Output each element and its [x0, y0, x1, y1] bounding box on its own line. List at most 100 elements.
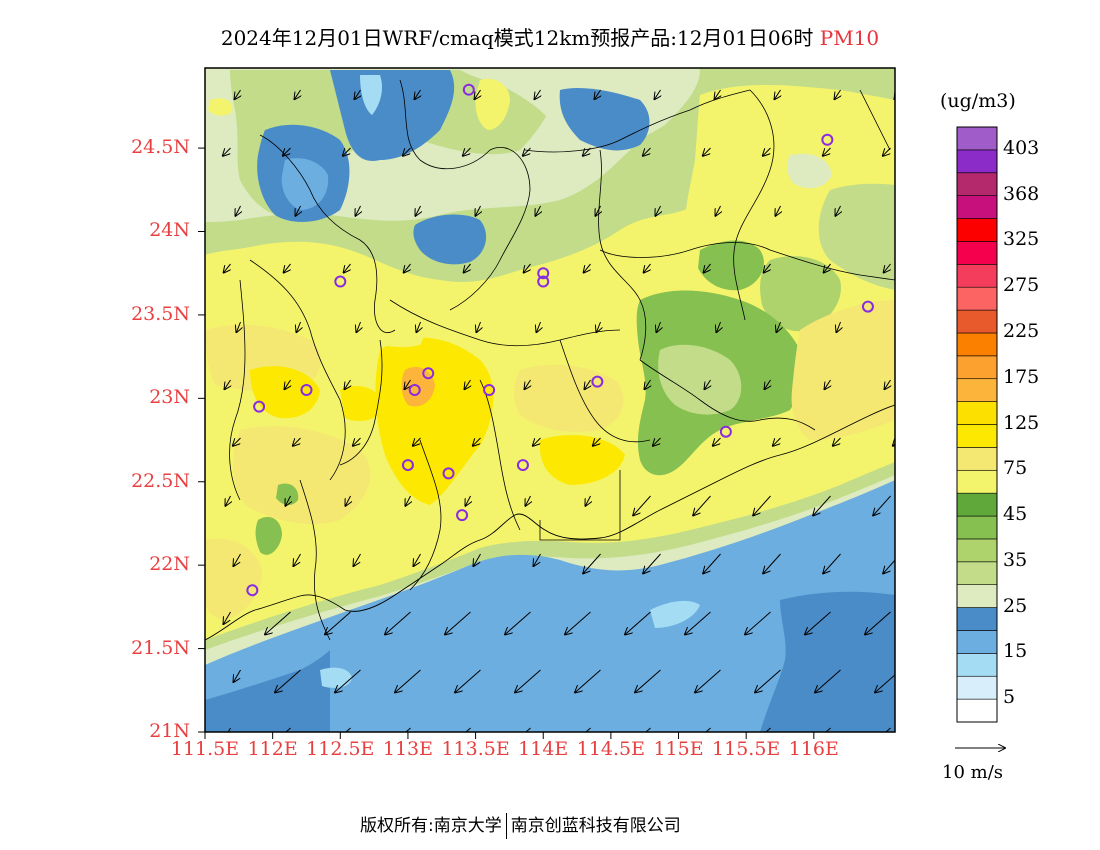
colorbar-swatch [956, 218, 998, 242]
station-marker [537, 267, 550, 280]
wind-vector [344, 263, 351, 273]
wind-reference-label: 10 m/s [942, 762, 1003, 783]
wind-vector [625, 611, 651, 634]
colorbar-swatch [956, 675, 998, 700]
station-marker [456, 509, 469, 522]
wind-vector [653, 437, 661, 446]
wind-vector [524, 263, 531, 273]
wind-vector [405, 495, 410, 506]
wind-vector [465, 727, 471, 732]
wind-vector [685, 611, 711, 634]
colorbar-frame [956, 126, 998, 723]
colorbar-tick-label: 325 [1003, 228, 1040, 251]
wind-vector [265, 611, 291, 634]
colorbar-swatch [956, 584, 998, 608]
latitude-ticks [198, 147, 205, 733]
colorbar-swatch [956, 401, 998, 425]
lon-label: 112E [247, 738, 298, 760]
wind-vector [405, 727, 411, 732]
wind-vector [704, 263, 711, 273]
lon-label: 111.5E [170, 738, 240, 760]
wind-vector [763, 147, 771, 156]
wind-vector [354, 89, 360, 99]
lon-label: 115.5E [712, 738, 781, 760]
footer-copyright: 版权所有:南京大学 南京创蓝科技有限公司 [360, 811, 681, 839]
wind-vector [595, 205, 600, 216]
wind-vector [224, 263, 231, 273]
station-marker [253, 400, 266, 413]
wind-vector [524, 379, 530, 389]
lat-label: 23N [149, 386, 190, 409]
wind-vector [227, 727, 231, 732]
wind-vector [883, 147, 891, 156]
wind-vector [593, 437, 601, 446]
wind-vector [745, 611, 771, 634]
wind-vector [343, 147, 351, 156]
wind-vector [823, 147, 831, 156]
wind-vector [523, 147, 531, 156]
colorbar-swatch [956, 241, 998, 265]
lat-label: 21N [149, 720, 190, 742]
wind-vector [413, 553, 421, 566]
colorbar-swatch [956, 607, 998, 631]
wind-vector [715, 205, 720, 216]
wind-vector [813, 495, 831, 515]
wind-vector [404, 263, 411, 273]
station-marker [408, 383, 421, 396]
wind-vector [883, 559, 895, 573]
wind-vector [713, 437, 721, 446]
wind-vector [533, 437, 541, 446]
wind-vector [224, 379, 230, 389]
wind-vector [643, 147, 651, 156]
wind-vector [655, 205, 660, 216]
wind-vector [884, 263, 891, 273]
colorbar-swatch [956, 355, 998, 380]
colorbar-tick-label: 403 [1003, 136, 1040, 159]
wind-vector [823, 553, 841, 573]
wind-vector [656, 321, 660, 332]
wind-vector [525, 495, 530, 506]
wind-vector [233, 437, 241, 446]
wind-vector [356, 321, 360, 332]
wind-vector [764, 379, 770, 389]
station-marker [516, 459, 529, 472]
wind-vector [584, 379, 590, 389]
colorbar-swatch [956, 332, 998, 357]
lon-label: 112.5E [306, 738, 375, 760]
wind-vector [635, 669, 661, 692]
wind-vector [403, 147, 411, 156]
station-marker [537, 275, 550, 288]
lat-label: 22.5N [131, 469, 190, 492]
colorbar-swatch [956, 492, 998, 517]
wind-vector [585, 727, 591, 732]
station-marker [591, 375, 604, 388]
lat-label: 24.5N [131, 136, 190, 159]
wind-vector [345, 727, 351, 732]
wind-vector [293, 553, 301, 566]
lat-label: 21.5N [131, 636, 190, 659]
colorbar [956, 126, 998, 723]
title-main: 2024年12月01日WRF/cmaq模式12km预报产品:12月01日06时 [220, 26, 814, 50]
colorbar-swatch [956, 447, 998, 471]
map-title: 2024年12月01日WRF/cmaq模式12km预报产品:12月01日06时 … [0, 22, 1100, 51]
wind-vector [385, 611, 411, 634]
wind-vector [475, 205, 480, 216]
wind-vector [654, 89, 660, 99]
wind-vector [824, 379, 830, 389]
wind-vector [464, 379, 470, 389]
station-marker [300, 383, 313, 396]
lat-label: 24N [149, 219, 190, 242]
wind-vector [353, 437, 361, 446]
lon-label: 113E [382, 738, 434, 760]
pm10-concentration-field [205, 68, 895, 732]
wind-vector [284, 263, 291, 273]
wind-vector [596, 321, 600, 332]
colorbar-tick-label: 35 [1003, 548, 1028, 571]
wind-vector [294, 89, 300, 99]
wind-vector [835, 205, 840, 216]
wind-vector [445, 611, 471, 634]
wind-vector [763, 553, 781, 573]
wind-vector [764, 263, 771, 273]
wind-vector [594, 89, 600, 99]
